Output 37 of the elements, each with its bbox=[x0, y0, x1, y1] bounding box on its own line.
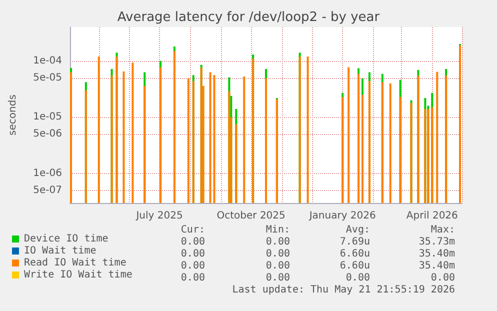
text: 35.40m bbox=[418, 260, 455, 272]
text: Max: bbox=[430, 224, 455, 236]
text: 0.00 bbox=[180, 236, 205, 248]
text: 6.60u bbox=[340, 260, 370, 272]
y-tick-label: 1e-05 bbox=[33, 112, 62, 123]
text: 0.00 bbox=[266, 260, 290, 272]
legend-label: Write IO Wait time bbox=[24, 270, 132, 280]
text: 0.00 bbox=[266, 236, 290, 248]
y-tick-label: 1e-06 bbox=[33, 168, 62, 180]
legend-label: IO Wait time bbox=[24, 246, 96, 256]
legend-label: Device IO time bbox=[24, 234, 108, 244]
y-axis-title: seconds bbox=[8, 94, 18, 136]
text: 6.60u bbox=[340, 248, 370, 260]
x-tick-label: January 2026 bbox=[308, 210, 376, 222]
text: 35.73m bbox=[418, 236, 455, 248]
text: 0.00 bbox=[180, 272, 205, 284]
y-tick-label: 5e-05 bbox=[33, 72, 62, 84]
x-tick-label: October 2025 bbox=[216, 210, 286, 222]
text: Last update: Thu May 21 21:55:19 2026 bbox=[232, 284, 456, 296]
y-tick-label: 1e-04 bbox=[33, 55, 62, 66]
y-tick-label: 5e-07 bbox=[33, 185, 62, 196]
legend-label: Read IO Wait time bbox=[24, 258, 126, 268]
text: 7.69u bbox=[340, 236, 370, 248]
text: 0.00 bbox=[346, 272, 370, 284]
text: Cur: bbox=[180, 224, 205, 236]
text: Avg: bbox=[346, 224, 370, 236]
text: 0.00 bbox=[430, 272, 455, 284]
text: 35.40m bbox=[418, 248, 455, 260]
x-tick-label: July 2025 bbox=[135, 210, 183, 222]
x-tick-label: April 2026 bbox=[406, 210, 458, 222]
text: 0.00 bbox=[266, 248, 290, 260]
text: 0.00 bbox=[266, 272, 290, 284]
text: 0.00 bbox=[180, 248, 205, 260]
y-tick-label: 5e-06 bbox=[33, 128, 62, 140]
chart-title: Average latency for /dev/loop2 - by year bbox=[117, 10, 380, 25]
text: 0.00 bbox=[180, 260, 205, 272]
text: Min: bbox=[266, 224, 290, 236]
